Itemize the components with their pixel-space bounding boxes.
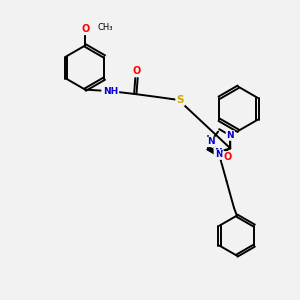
Text: NH: NH [102,86,119,96]
Text: N: N [215,150,223,159]
Text: NH: NH [103,87,118,96]
Text: S: S [177,95,184,105]
Text: S: S [176,95,184,105]
Text: O: O [81,24,89,34]
Text: O: O [223,152,231,162]
Text: O: O [223,152,231,162]
Text: O: O [133,66,141,76]
Text: O: O [133,66,141,76]
Text: CH₃: CH₃ [98,23,113,32]
Text: N: N [207,137,214,146]
Text: N: N [214,148,222,157]
Text: O: O [81,24,89,34]
Text: N: N [226,131,234,140]
